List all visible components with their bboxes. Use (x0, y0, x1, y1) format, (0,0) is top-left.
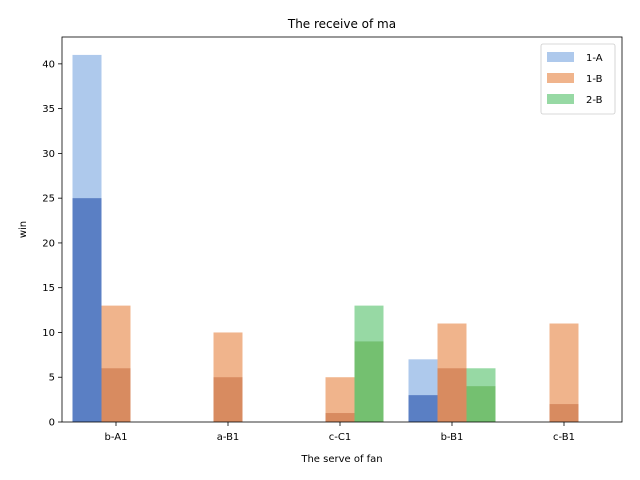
y-tick-label: 20 (42, 238, 55, 249)
legend-swatch-1-A (547, 52, 574, 62)
chart-title: The receive of ma (287, 17, 396, 31)
bars-group (72, 54, 579, 422)
x-tick-label: c-B1 (553, 432, 575, 443)
plot-frame (61, 36, 623, 423)
x-tick-label: b-A1 (105, 432, 128, 443)
y-tick-label: 15 (42, 283, 55, 294)
y-tick-label: 0 (49, 418, 55, 429)
bar-1-B-c-C1-inner (325, 413, 355, 422)
legend-swatch-2-B (547, 94, 574, 104)
y-tick-label: 10 (42, 328, 55, 339)
y-tick-label: 35 (42, 104, 55, 115)
bar-1-A-b-A1-inner (72, 198, 102, 422)
legend: 1-A 1-B 2-B (540, 43, 616, 115)
y-axis-label: win (18, 221, 29, 238)
y-tick-label: 30 (42, 149, 55, 160)
x-tick-label: c-C1 (329, 432, 351, 443)
x-axis: b-A1 a-B1 c-C1 b-B1 c-B1 (105, 422, 575, 443)
x-axis-label: The serve of fan (300, 454, 382, 465)
legend-label-1-B: 1-B (586, 74, 603, 85)
legend-swatch-1-B (547, 73, 574, 83)
x-tick-label: a-B1 (217, 432, 240, 443)
bar-1-B-b-A1-inner (101, 368, 131, 422)
bar-2-B-c-C1-inner (354, 341, 384, 422)
y-tick-label: 25 (42, 194, 55, 205)
y-axis: 0 5 10 15 20 25 30 35 40 (42, 59, 62, 429)
y-tick-label: 5 (49, 373, 55, 384)
bar-2-B-b-B1-inner (466, 386, 496, 422)
bar-1-B-c-B1-inner (549, 404, 579, 422)
legend-label-2-B: 2-B (586, 95, 603, 106)
bar-1-A-b-B1-inner (408, 395, 438, 422)
bar-1-B-a-B1-inner (213, 377, 243, 422)
y-tick-label: 40 (42, 59, 55, 70)
legend-label-1-A: 1-A (586, 53, 603, 64)
bar-1-B-b-B1-inner (437, 368, 467, 422)
x-tick-label: b-B1 (441, 432, 464, 443)
